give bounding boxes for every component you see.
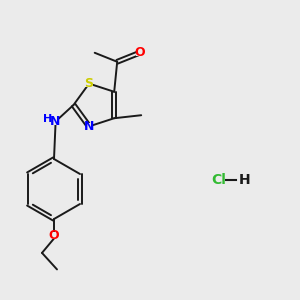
Text: N: N	[84, 120, 94, 133]
Text: O: O	[134, 46, 145, 59]
Text: Cl: Cl	[212, 173, 226, 187]
Bar	[86, 123, 92, 130]
Bar	[50, 232, 58, 239]
Text: H: H	[239, 173, 250, 187]
Text: N: N	[50, 115, 61, 128]
Text: S: S	[85, 77, 94, 90]
Bar	[136, 50, 143, 56]
Bar	[85, 80, 93, 87]
Bar	[46, 118, 59, 125]
Text: H: H	[44, 114, 52, 124]
Text: O: O	[49, 229, 59, 242]
